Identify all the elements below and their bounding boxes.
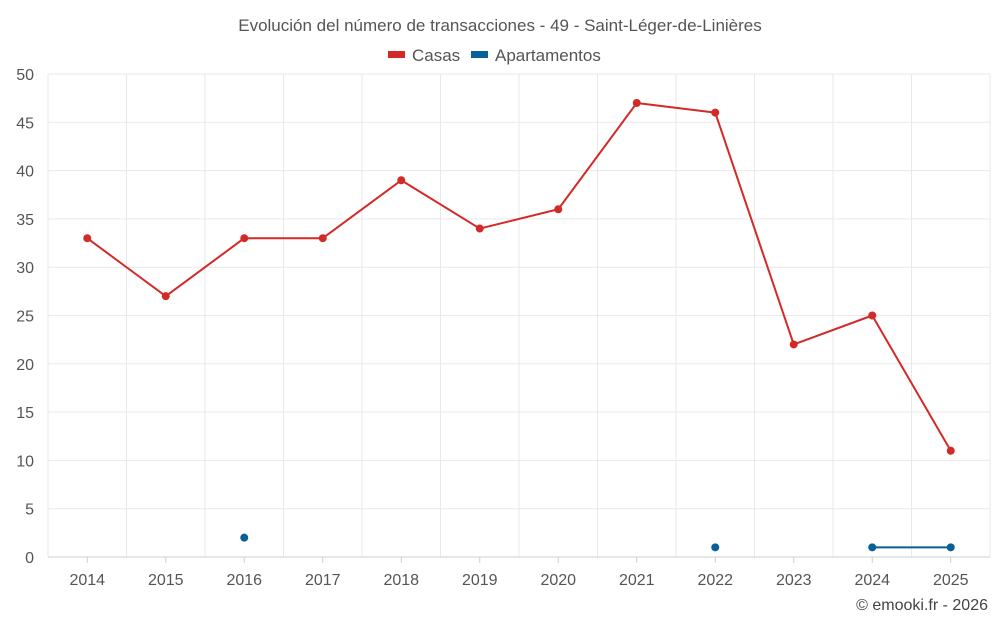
series-line-casas [164, 237, 246, 298]
y-tick-label: 40 [16, 164, 34, 181]
series-line-casas [557, 101, 638, 211]
y-tick-label: 15 [16, 405, 34, 422]
x-tick-label: 2018 [383, 572, 419, 589]
data-point-casas[interactable] [83, 234, 92, 243]
data-point-casas[interactable] [240, 234, 249, 243]
y-tick-label: 10 [16, 453, 34, 470]
y-tick-label: 45 [16, 115, 34, 132]
data-point-casas[interactable] [161, 292, 170, 301]
data-point-apartamentos[interactable] [240, 533, 249, 542]
data-point-casas[interactable] [868, 311, 877, 320]
data-point-apartamentos[interactable] [868, 543, 877, 552]
series-line-casas [871, 314, 952, 452]
legend: Casas Apartamentos [388, 46, 601, 65]
legend-label-casas[interactable]: Casas [412, 46, 460, 65]
x-tick-label: 2019 [462, 572, 498, 589]
y-tick-label: 30 [16, 260, 34, 277]
series-line-casas [792, 314, 874, 346]
series-line-casas [478, 208, 560, 230]
series-line-casas [714, 111, 795, 346]
data-point-apartamentos[interactable] [711, 543, 720, 552]
credit-text: © emooki.fr - 2026 [856, 597, 988, 614]
y-tick-label: 25 [16, 309, 34, 326]
data-point-casas[interactable] [397, 176, 406, 185]
x-tick-label: 2022 [697, 572, 733, 589]
x-tick-label: 2024 [854, 572, 890, 589]
data-point-casas[interactable] [789, 340, 798, 349]
data-point-casas[interactable] [554, 205, 563, 214]
y-tick-label: 0 [25, 550, 34, 567]
chart-title: Evolución del número de transacciones - … [238, 16, 762, 35]
data-point-casas[interactable] [318, 234, 327, 243]
legend-swatch-casas[interactable] [388, 51, 405, 58]
data-point-casas[interactable] [475, 224, 484, 233]
y-tick-label: 20 [16, 357, 34, 374]
series-line-casas [635, 101, 717, 114]
series-line-casas [321, 179, 403, 240]
y-tick-label: 5 [25, 502, 34, 519]
series [83, 98, 955, 552]
data-point-casas[interactable] [632, 98, 641, 107]
x-tick-label: 2016 [226, 572, 262, 589]
x-tick-label: 2021 [619, 572, 655, 589]
x-tick-label: 2014 [69, 572, 105, 589]
x-tick-label: 2020 [540, 572, 576, 589]
legend-swatch-apartamentos[interactable] [471, 51, 488, 58]
gridlines [47, 73, 991, 557]
data-point-casas[interactable] [711, 108, 720, 117]
x-tick-label: 2017 [305, 572, 341, 589]
y-tick-label: 35 [16, 212, 34, 229]
series-line-casas [86, 237, 167, 298]
y-tick-label: 50 [16, 67, 34, 84]
data-point-apartamentos[interactable] [946, 543, 955, 552]
data-point-casas[interactable] [946, 446, 955, 455]
x-tick-label: 2025 [933, 572, 969, 589]
legend-label-apartamentos[interactable]: Apartamentos [495, 46, 601, 65]
series-line-casas [400, 179, 481, 230]
x-tick-label: 2015 [148, 572, 184, 589]
x-tick-label: 2023 [776, 572, 812, 589]
